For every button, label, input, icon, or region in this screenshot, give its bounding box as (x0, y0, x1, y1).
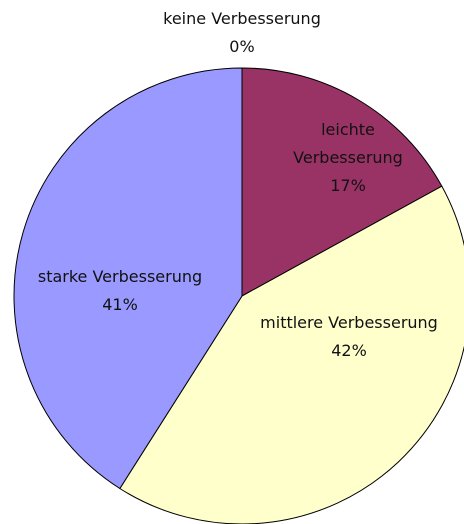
value-label: 41% (102, 295, 138, 314)
pie-slice (241, 67, 443, 297)
slice-label: leichte Verbesserung 17% (293, 116, 403, 200)
slice-label: mittlere Verbesserung 42% (229, 309, 464, 365)
value-label: 42% (331, 341, 367, 360)
pie-slice (119, 185, 464, 524)
slice-label: keine Verbesserung 0% (112, 5, 372, 61)
category-label: keine Verbesserung (163, 9, 321, 28)
category-label: leichte Verbesserung (293, 120, 403, 167)
category-label: mittlere Verbesserung (260, 313, 438, 332)
slice-label: starke Verbesserung 41% (10, 263, 230, 319)
value-label: 0% (229, 37, 255, 56)
pie-slice (13, 67, 243, 490)
value-label: 17% (330, 176, 366, 195)
category-label: starke Verbesserung (37, 267, 203, 286)
